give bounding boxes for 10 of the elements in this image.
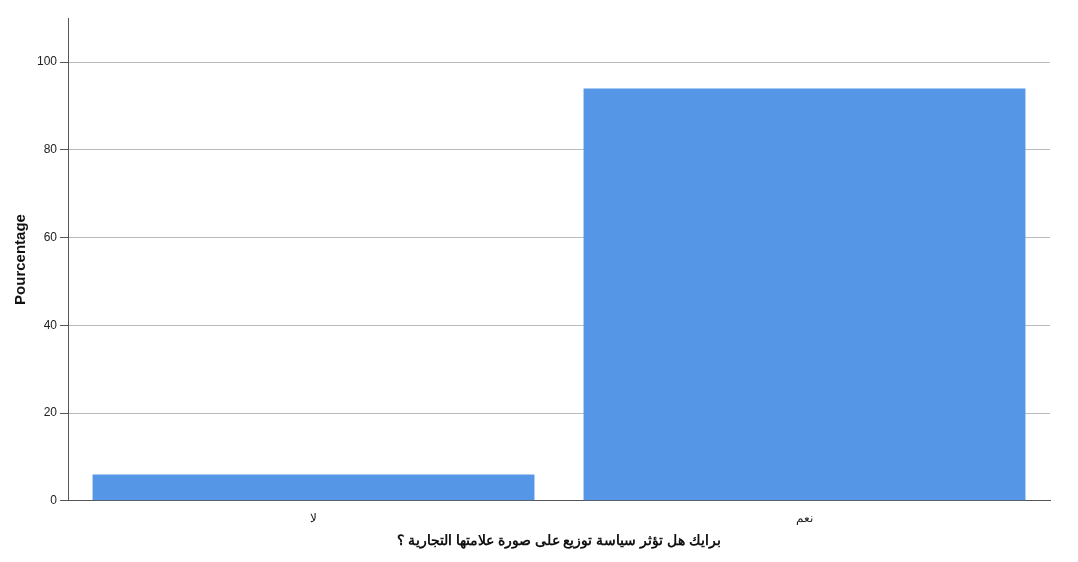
y-axis-title: Pourcentage [11,214,29,305]
y-tick-label: 0 [50,493,58,508]
y-tick-label: 80 [43,142,58,157]
x-tick-label: لا [310,511,318,526]
x-tick-label: نعم [796,511,814,526]
y-tick-label: 20 [43,405,58,420]
y-tick-label: 60 [43,229,58,244]
x-axis-title: برايك هل تؤثر سياسة توزيع على صورة علامتها التجارية ؟ [397,532,722,550]
y-tick-label: 100 [36,54,58,69]
y-tick-label: 40 [43,317,58,332]
